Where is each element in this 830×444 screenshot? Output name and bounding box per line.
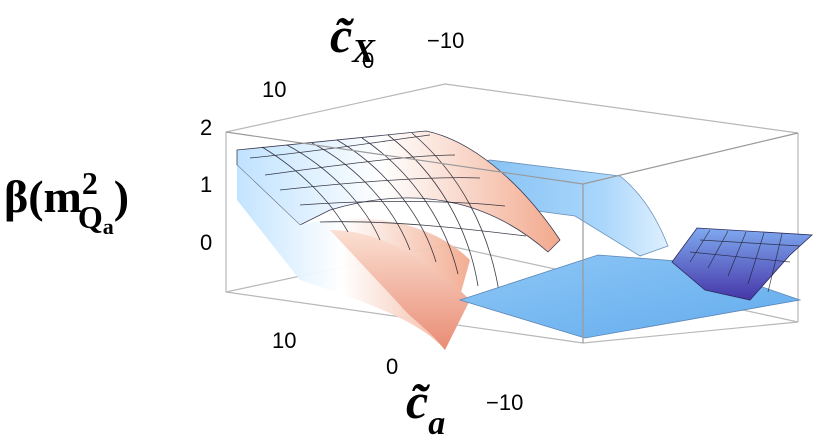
z-axis-label: β(m2 Qa) (4, 165, 129, 239)
cx-tick-label: 0 (362, 48, 374, 73)
z-ticks: 2 1 0 (200, 115, 212, 255)
small-ridge-mesh (689, 229, 801, 293)
ca-tick-label: 0 (386, 354, 398, 379)
ridge-mesh (249, 132, 527, 299)
bounding-box-front (225, 131, 799, 343)
z-tick-label: 1 (200, 172, 212, 197)
z-tick-label: 2 (200, 115, 212, 140)
cx-ticks: 10 0 −10 (262, 28, 464, 102)
ca-tick-label: 10 (272, 328, 296, 353)
ca-ticks: 10 0 −10 (272, 328, 523, 415)
cliff-face (330, 230, 470, 350)
ridge-surface (236, 130, 561, 253)
z-tick-label: 0 (200, 230, 212, 255)
ca-tick-label: −10 (486, 390, 523, 415)
ca-axis-label: c̃a (406, 373, 445, 442)
cx-tick-label: 10 (262, 77, 286, 102)
small-ridge (671, 227, 813, 301)
cx-axis-label: c̃X (330, 7, 376, 70)
cx-tick-label: −10 (427, 28, 464, 53)
